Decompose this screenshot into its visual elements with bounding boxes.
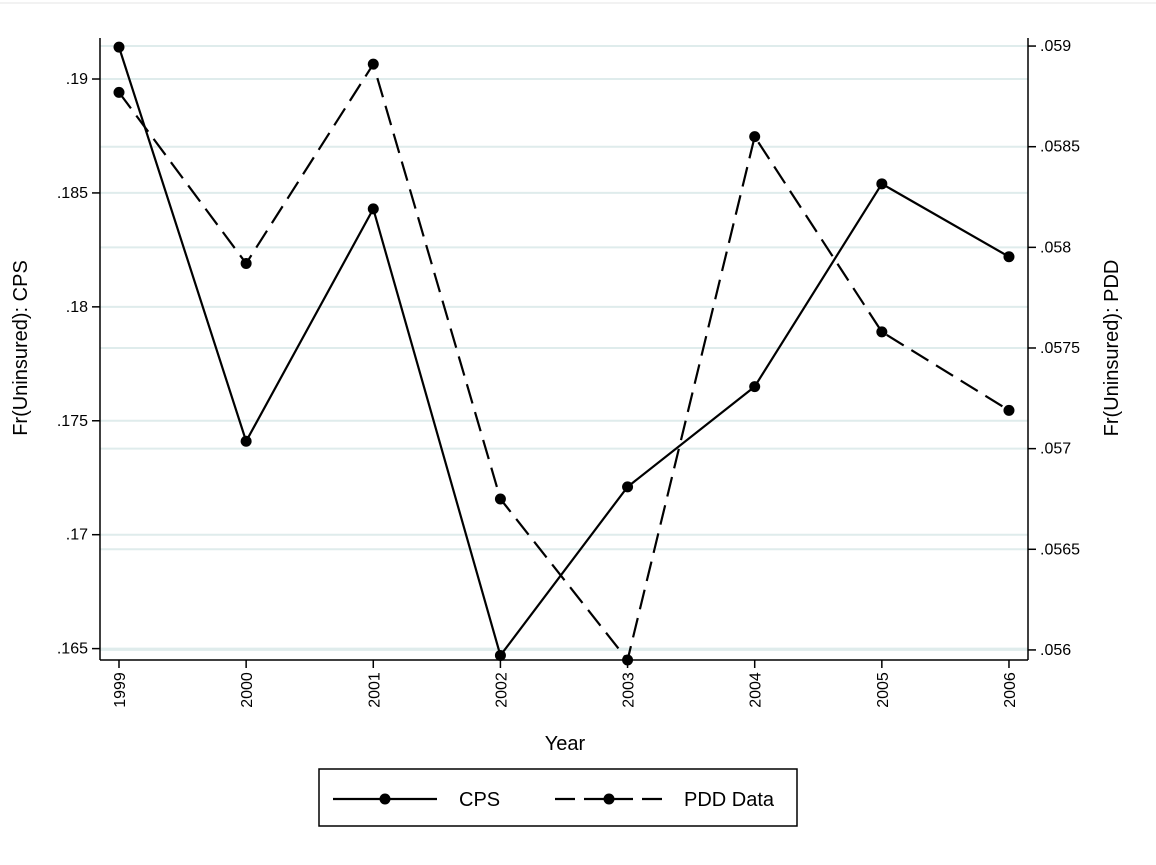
legend: CPS PDD Data xyxy=(318,768,798,827)
y-left-axis-title: Fr(Uninsured): CPS xyxy=(10,260,32,436)
y-right-tick-label: .059 xyxy=(1040,38,1071,55)
legend-cps-marker xyxy=(379,793,391,805)
data-point-cps xyxy=(240,435,252,447)
x-tick-label: 2003 xyxy=(621,672,638,708)
data-point-pdd xyxy=(113,86,125,98)
data-point-pdd xyxy=(367,58,379,70)
data-point-cps xyxy=(749,381,761,393)
y-right-tick-label: .0565 xyxy=(1040,541,1080,558)
data-point-cps xyxy=(494,649,506,661)
x-tick-label: 2005 xyxy=(875,672,892,708)
x-tick-label: 2004 xyxy=(748,672,765,708)
x-tick-label: 1999 xyxy=(112,672,129,708)
y-right-tick-label: .058 xyxy=(1040,239,1071,256)
data-point-pdd xyxy=(240,257,252,269)
y-right-tick-label: .056 xyxy=(1040,642,1071,659)
y-right-tick-label: .0585 xyxy=(1040,139,1080,156)
x-tick-label: 2006 xyxy=(1002,672,1019,708)
legend-pdd-label: PDD Data xyxy=(684,789,775,811)
data-point-cps xyxy=(876,178,888,190)
data-point-pdd xyxy=(876,326,888,338)
y-left-tick-label: .18 xyxy=(66,299,88,316)
axes: .165 .17 .175 .18 .185 .19 .056 .0565 .057 .0575.… xyxy=(57,38,1080,708)
legend-box xyxy=(318,768,798,827)
grid-lines xyxy=(100,45,1028,651)
data-point-pdd xyxy=(494,493,506,505)
series-line-pdd xyxy=(118,61,1010,663)
data-point-cps xyxy=(622,481,634,493)
y-right-tick-label: .0575 xyxy=(1040,340,1080,357)
data-point-pdd xyxy=(1003,404,1015,416)
y-left-tick-label: .17 xyxy=(66,527,88,544)
data-point-pdd xyxy=(622,654,634,666)
x-axis-title: Year xyxy=(545,733,586,755)
legend-cps-label: CPS xyxy=(459,789,500,811)
legend-pdd-marker xyxy=(603,793,615,805)
y-left-tick-label: .19 xyxy=(66,71,88,88)
y-right-tick-label: .057 xyxy=(1040,441,1071,458)
y-right-axis-title: Fr(Uninsured): PDD xyxy=(1101,260,1123,437)
series-line-cps xyxy=(117,46,1010,658)
data-point-cps xyxy=(1003,251,1015,263)
x-tick-label: 2002 xyxy=(493,672,510,708)
y-left-tick-label: .175 xyxy=(57,413,88,430)
y-left-tick-label: .185 xyxy=(57,185,88,202)
data-point-pdd xyxy=(749,131,761,143)
y-left-tick-label: .165 xyxy=(57,641,88,658)
data-point-cps xyxy=(367,203,379,215)
x-tick-label: 2000 xyxy=(239,672,256,708)
series-layer xyxy=(113,41,1015,666)
x-tick-label: 2001 xyxy=(366,672,383,708)
data-point-cps xyxy=(113,41,125,53)
